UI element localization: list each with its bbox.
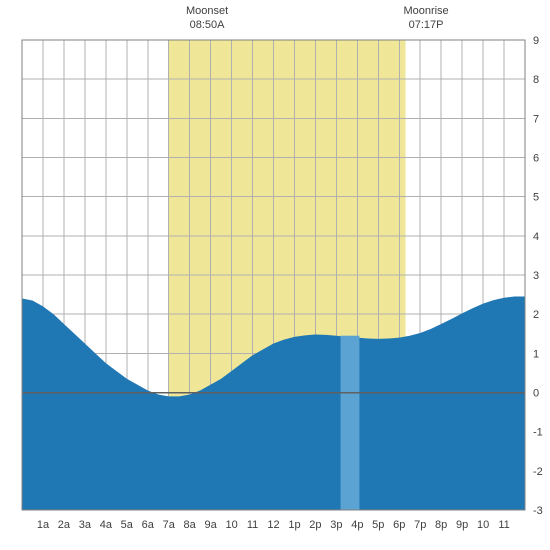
x-tick-label: 6p [393, 519, 405, 531]
x-tick-label: 12 [267, 519, 279, 531]
x-tick-label: 2p [309, 519, 321, 531]
moonset-time: 08:50A [190, 19, 226, 31]
tide-chart: 1a2a3a4a5a6a7a8a9a1011121p2p3p4p5p6p7p8p… [0, 0, 550, 550]
x-tick-label: 7p [414, 519, 426, 531]
x-tick-label: 3p [330, 519, 342, 531]
x-tick-label: 1a [37, 519, 50, 531]
x-tick-label: 6a [142, 519, 155, 531]
moonset-title: Moonset [186, 5, 228, 17]
x-tick-label: 2a [58, 519, 71, 531]
y-tick-label: 6 [533, 153, 539, 165]
y-tick-label: 2 [533, 309, 539, 321]
y-tick-label: -2 [533, 466, 543, 478]
x-tick-label: 4p [351, 519, 363, 531]
x-tick-label: 11 [498, 519, 509, 531]
x-tick-label: 1p [288, 519, 300, 531]
x-tick-label: 4a [100, 519, 113, 531]
x-tick-label: 9p [456, 519, 468, 531]
y-tick-label: 3 [533, 270, 539, 282]
y-tick-label: 9 [533, 35, 539, 47]
y-tick-label: 4 [533, 231, 539, 243]
y-tick-label: 8 [533, 74, 539, 86]
x-tick-label: 5p [372, 519, 384, 531]
moonrise-time: 07:17P [409, 19, 444, 31]
x-tick-label: 11 [247, 519, 258, 531]
y-tick-label: -3 [533, 505, 543, 517]
x-tick-label: 8a [184, 519, 197, 531]
moonrise-title: Moonrise [403, 5, 448, 17]
x-tick-label: 9a [205, 519, 218, 531]
x-tick-label: 5a [121, 519, 134, 531]
x-tick-label: 10 [225, 519, 237, 531]
x-tick-label: 7a [163, 519, 176, 531]
y-tick-label: -1 [533, 427, 543, 439]
y-tick-label: 0 [533, 388, 539, 400]
x-tick-label: 8p [435, 519, 447, 531]
x-tick-label: 10 [477, 519, 489, 531]
x-tick-label: 3a [79, 519, 92, 531]
y-tick-label: 1 [533, 348, 539, 360]
y-tick-label: 7 [533, 113, 539, 125]
tide-overlay [341, 336, 360, 510]
y-tick-label: 5 [533, 192, 539, 204]
